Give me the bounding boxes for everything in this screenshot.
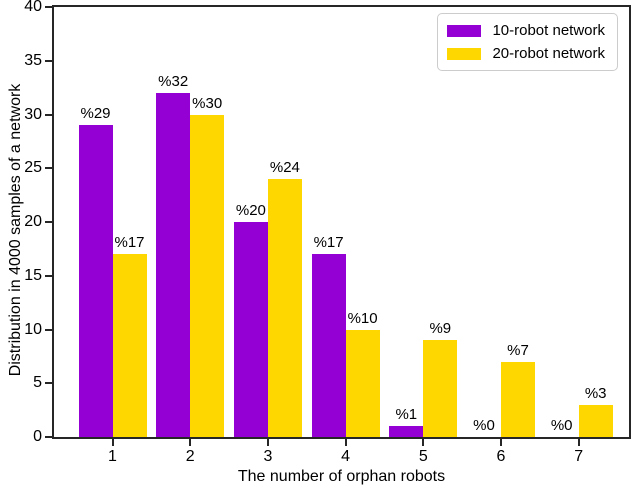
bar [190, 114, 225, 437]
x-tick-mark [500, 439, 502, 446]
bar [78, 125, 113, 437]
bar-value-label: %17 [313, 234, 344, 252]
y-tick-label: 25 [24, 159, 42, 177]
legend-label: 10-robot network [492, 22, 605, 39]
bar [389, 426, 424, 437]
x-tick-mark [266, 439, 269, 446]
bar-value-label: %0 [550, 417, 573, 434]
bar [501, 361, 535, 437]
y-tick-label: 5 [33, 374, 42, 392]
x-tick-mark [577, 439, 580, 446]
bar [311, 254, 346, 437]
bar [345, 329, 380, 437]
y-tick-mark [45, 167, 52, 170]
bar-value-label: %29 [80, 105, 111, 123]
x-tick-label: 2 [185, 448, 195, 465]
y-tick-label: 10 [24, 320, 42, 338]
bar-value-label: %17 [114, 234, 145, 252]
x-tick-label: 4 [341, 448, 351, 465]
y-tick-mark [45, 113, 52, 116]
legend-item: 10-robot network [447, 19, 605, 42]
y-tick-label: 40 [24, 0, 42, 15]
y-tick-mark [45, 59, 52, 62]
bar [423, 340, 458, 437]
y-tick-label: 35 [24, 51, 42, 69]
bar-value-label: %30 [192, 94, 223, 112]
bar-value-label: %10 [347, 309, 378, 327]
y-tick-mark [45, 274, 52, 277]
bar [578, 404, 613, 437]
bar-value-label: %0 [473, 417, 495, 434]
bar-value-label: %9 [429, 320, 452, 338]
y-tick-mark [45, 6, 52, 8]
legend-swatch [447, 47, 482, 60]
bar-value-label: %32 [158, 73, 189, 90]
y-tick-mark [45, 328, 52, 331]
y-tick-mark [45, 382, 52, 385]
y-tick-label: 30 [24, 105, 42, 123]
x-tick-mark [189, 439, 192, 446]
y-tick-mark [45, 221, 52, 223]
plot-area: 10-robot network 20-robot network %29 %17%… [52, 5, 631, 439]
legend-swatch [447, 24, 482, 37]
bar-value-label: %24 [269, 159, 300, 176]
x-tick-label: 3 [263, 448, 273, 465]
x-tick-mark [111, 439, 114, 446]
x-tick-label: 7 [574, 448, 584, 465]
bar [267, 179, 302, 437]
y-tick-label: 15 [24, 266, 42, 284]
legend: 10-robot network 20-robot network [437, 13, 618, 71]
legend-label: 20-robot network [492, 45, 605, 62]
bar-value-label: %20 [235, 202, 266, 219]
x-tick-mark [422, 439, 425, 446]
x-tick-label: 5 [418, 448, 428, 465]
x-tick-mark [344, 439, 347, 446]
bar-value-label: %3 [584, 384, 607, 402]
y-tick-label: 20 [24, 213, 42, 230]
bar [156, 93, 191, 437]
bar-value-label: %1 [395, 406, 418, 424]
bar-value-label: %7 [507, 341, 529, 359]
y-tick-mark [45, 436, 52, 438]
x-axis-label: The number of orphan robots [237, 468, 446, 485]
y-tick-label: 0 [33, 428, 42, 445]
bar [112, 254, 147, 437]
x-tick-label: 6 [496, 448, 506, 465]
legend-item: 20-robot network [447, 42, 605, 65]
x-tick-label: 1 [108, 448, 117, 465]
bar [233, 222, 268, 437]
